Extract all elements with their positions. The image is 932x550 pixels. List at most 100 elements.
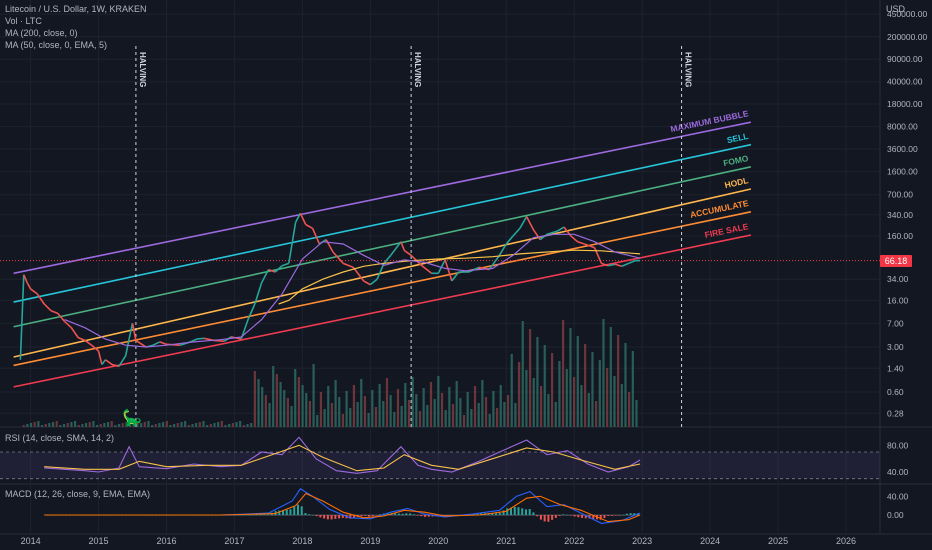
volume-bar: [330, 403, 334, 427]
macd-histogram-bar: [364, 515, 367, 516]
volume-bar: [591, 352, 594, 427]
volume-bar: [584, 344, 587, 427]
macd-histogram-bar: [334, 515, 337, 519]
volume-bar: [242, 425, 245, 427]
volume-bar: [488, 414, 491, 427]
volume-bar: [48, 423, 51, 427]
volume-bar: [459, 398, 462, 427]
volume-bar: [323, 409, 326, 427]
price-segment: [621, 262, 629, 268]
volume-bar: [628, 392, 631, 427]
price-segment: [546, 230, 558, 236]
macd-histogram-bar: [622, 514, 625, 516]
macd-histogram-bar: [412, 514, 415, 516]
macd-histogram-bar: [252, 514, 255, 516]
volume-bar: [294, 369, 297, 427]
volume-bar: [191, 424, 194, 427]
price-segment: [311, 228, 321, 245]
macd-histogram-bar: [397, 513, 400, 516]
volume-bar: [84, 423, 88, 427]
price-segment: [352, 266, 365, 282]
symbol-title[interactable]: Litecoin / U.S. Dollar, 1W, KRAKEN: [5, 4, 147, 14]
volume-bar: [539, 386, 543, 427]
volume-bar: [609, 327, 612, 427]
ma200-indicator-label[interactable]: MA (200, close, 0): [5, 28, 78, 38]
volume-bar: [547, 394, 550, 427]
volume-indicator-label[interactable]: Vol · LTC: [5, 16, 42, 26]
price-segment: [152, 341, 161, 346]
volume-bar: [165, 421, 168, 427]
price-segment: [26, 282, 32, 290]
rsi-tick-label: 40.00: [887, 467, 909, 477]
macd-signal-line: [44, 492, 641, 523]
macd-pane: [44, 488, 641, 524]
volume-bar: [206, 425, 209, 427]
volume-bar: [268, 403, 271, 427]
volume-bar: [275, 374, 278, 427]
volume-bar: [312, 364, 315, 427]
volume-bar: [631, 351, 634, 427]
volume-bar: [305, 393, 308, 427]
price-segment: [247, 303, 256, 320]
macd-histogram-bar: [338, 515, 341, 519]
rsi-pane: [0, 436, 880, 480]
volume-bar: [473, 386, 477, 427]
ma50-indicator-label[interactable]: MA (50, close, 0, EMA, 5): [5, 40, 108, 50]
volume-bar: [554, 402, 557, 427]
tradingview-logo-icon[interactable]: 🦕: [122, 410, 142, 427]
volume-bar: [602, 319, 605, 427]
volume-bar: [532, 378, 535, 427]
volume-bar: [455, 381, 458, 427]
volume-bar: [125, 422, 128, 427]
macd-histogram-bar: [521, 508, 524, 516]
price-segment: [577, 240, 585, 245]
y-tick-label: 90000.00: [887, 54, 923, 64]
price-segment: [601, 262, 609, 267]
price-segment: [488, 254, 501, 271]
macd-histogram-bar: [558, 515, 561, 516]
volume-bar: [283, 390, 286, 427]
volume-bar: [195, 423, 198, 427]
y-tick-label: 0.28: [887, 408, 904, 418]
volume-bar: [51, 422, 55, 427]
band-line: [13, 166, 752, 328]
macd-histogram-bar: [577, 515, 580, 518]
price-segment: [369, 278, 378, 286]
macd-histogram-bar: [603, 515, 606, 519]
macd-indicator-label[interactable]: MACD (12, 26, close, 9, EMA, EMA): [5, 489, 151, 499]
price-segment: [43, 303, 52, 312]
y-tick-label: 3.00: [887, 342, 904, 352]
rsi-indicator-label[interactable]: RSI (14, close, SMA, 14, 2): [5, 433, 115, 443]
price-segment: [274, 265, 283, 273]
macd-histogram-bar: [267, 514, 270, 516]
macd-histogram-bar: [532, 512, 535, 516]
x-tick-label: 2018: [292, 536, 312, 546]
macd-histogram-bar: [409, 513, 412, 516]
y-tick-label: 340.00: [887, 210, 913, 220]
x-tick-label: 2019: [360, 536, 380, 546]
macd-histogram-bar: [248, 514, 251, 516]
rsi-band: [0, 452, 880, 479]
macd-histogram-bar: [255, 514, 258, 516]
volume-bar: [59, 425, 62, 427]
price-segment: [556, 226, 565, 232]
macd-histogram-bar: [278, 510, 281, 516]
volume-bar: [415, 394, 418, 427]
price-segment: [420, 264, 433, 274]
macd-histogram-bar: [386, 513, 389, 516]
halving-label: HALVING: [138, 52, 147, 87]
macd-histogram-bar: [629, 513, 632, 516]
volume-bar: [345, 391, 348, 427]
volume-bar: [239, 421, 242, 427]
volume-bar: [429, 382, 433, 427]
volume-bar: [279, 382, 282, 427]
x-tick-label: 2020: [428, 536, 448, 546]
volume-bar: [385, 378, 389, 427]
volume-bar: [635, 400, 638, 427]
macd-histogram-bar: [502, 510, 505, 516]
price-segment: [91, 344, 100, 352]
price-segment: [519, 216, 528, 229]
macd-histogram-bar: [547, 515, 550, 522]
